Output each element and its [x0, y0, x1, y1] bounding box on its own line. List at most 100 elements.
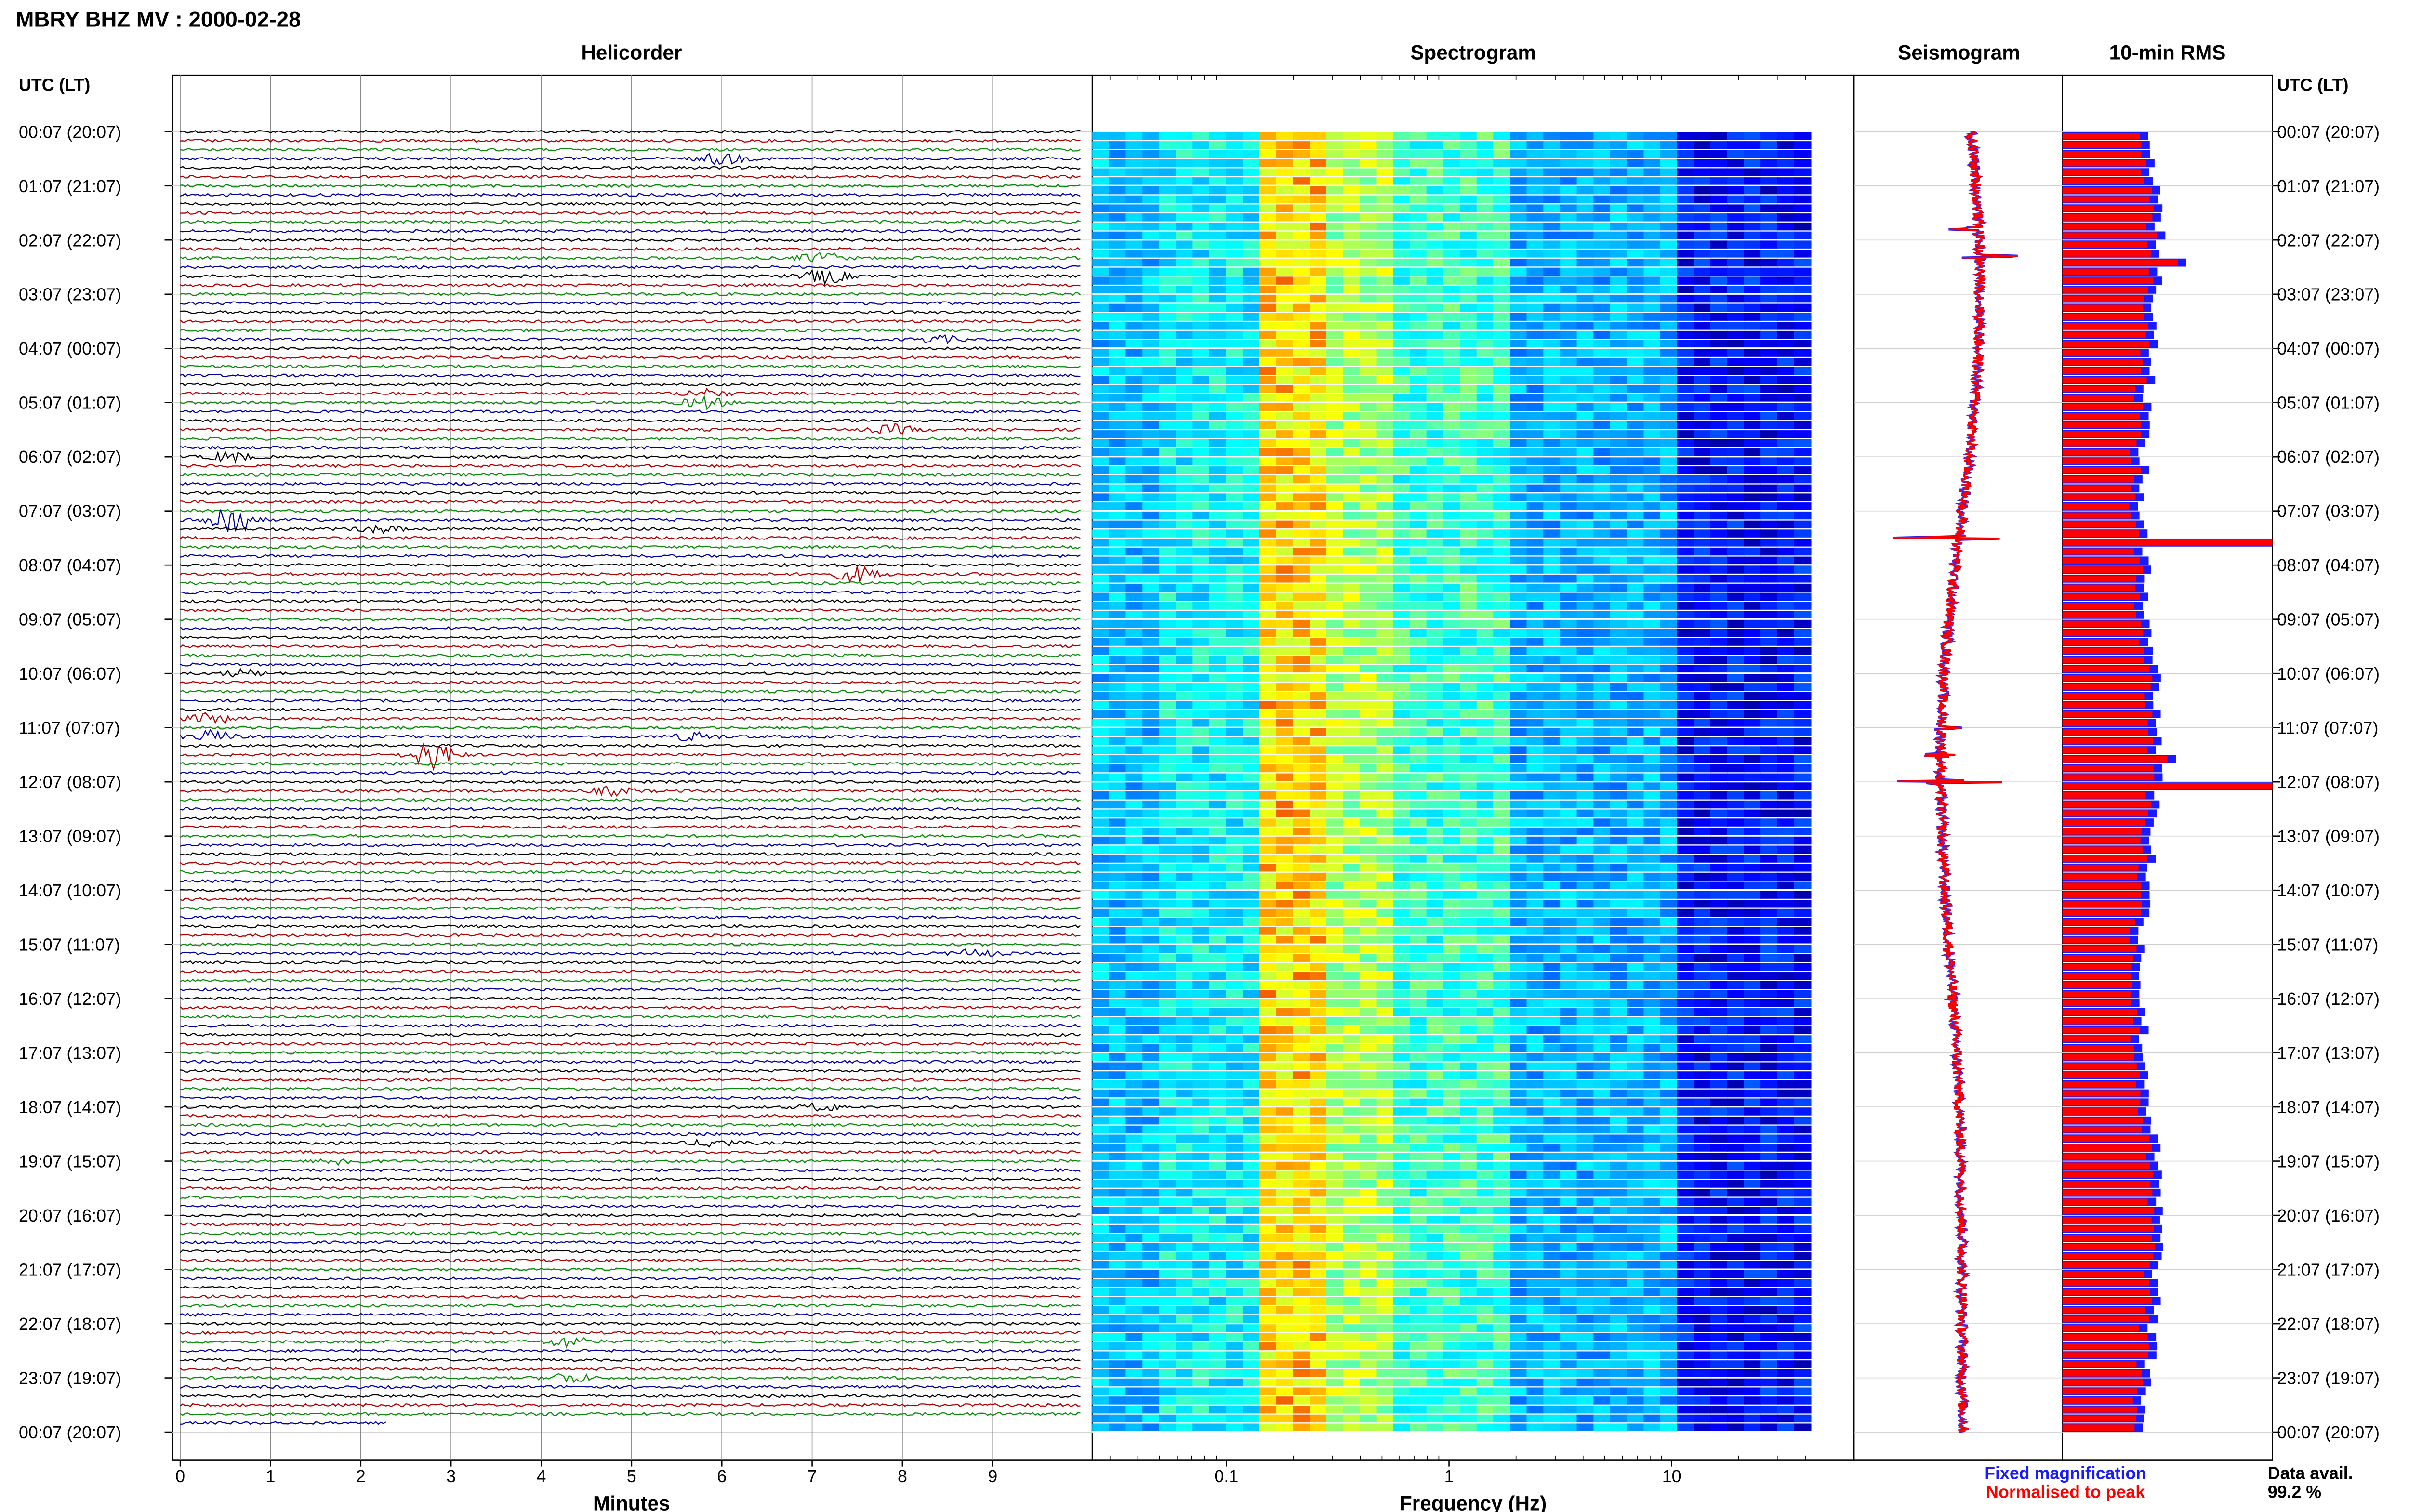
spectrogram-cell	[1526, 1089, 1544, 1098]
spectrogram-cell	[1226, 764, 1244, 773]
spectrogram-cell	[1777, 1125, 1795, 1134]
spectrogram-cell	[1476, 999, 1494, 1007]
spectrogram-cell	[1610, 728, 1628, 736]
spectrogram-cell	[1109, 764, 1127, 773]
spectrogram-cell	[1226, 701, 1244, 710]
spectrogram-cell	[1343, 927, 1361, 935]
spectrogram-cell	[1794, 656, 1812, 664]
spectrogram-cell	[1426, 267, 1444, 276]
spectrogram-cell	[1343, 972, 1361, 980]
spectrogram-cell	[1209, 267, 1227, 276]
spectrogram-cell	[1259, 1008, 1277, 1016]
spectrogram-cell	[1493, 1152, 1511, 1161]
spectrogram-cell	[1376, 150, 1394, 158]
spectrogram-cell	[1109, 150, 1127, 158]
spectrogram-cell	[1794, 755, 1812, 763]
spectrogram-cell	[1393, 638, 1411, 646]
spectrogram-cell	[1259, 1026, 1277, 1034]
spectrogram-cell	[1209, 647, 1227, 655]
spectrogram-cell	[1593, 267, 1611, 276]
spectrogram-cell	[1176, 1035, 1193, 1043]
spectrogram-cell	[1710, 475, 1728, 484]
spectrogram-cell	[1359, 782, 1377, 790]
spectrogram-cell	[1376, 891, 1394, 899]
spectrogram-cell	[1092, 881, 1110, 890]
spectrogram-cell	[1610, 575, 1628, 583]
spectrogram-cell	[1727, 484, 1745, 493]
spectrogram-cell	[1259, 864, 1277, 872]
spectrogram-cell	[1643, 150, 1661, 158]
spectrogram-cell	[1192, 999, 1210, 1007]
spectrogram-cell	[1176, 583, 1193, 592]
spectrogram-cell	[1359, 891, 1377, 899]
spectrogram-cell	[1426, 150, 1444, 158]
spectrogram-cell	[1593, 1116, 1611, 1125]
spectrogram-cell	[1493, 258, 1511, 267]
spectrogram-cell	[1476, 1152, 1494, 1161]
spectrogram-cell	[1459, 484, 1478, 493]
spectrogram-cell	[1660, 150, 1678, 158]
spectrogram-cell	[1393, 1008, 1411, 1016]
spectrogram-cell	[1627, 565, 1644, 574]
spectrogram-cell	[1243, 1089, 1260, 1098]
spectrogram-cell	[1710, 132, 1728, 140]
spectrogram-cell	[1694, 1098, 1711, 1106]
spectrogram-cell	[1243, 484, 1260, 493]
spectrogram-cell	[1310, 484, 1327, 493]
spectrogram-cell	[1526, 746, 1544, 754]
spectrogram-cell	[1643, 575, 1661, 583]
spectrogram-cell	[1142, 818, 1160, 827]
spectrogram-cell	[1443, 665, 1461, 673]
spectrogram-cell	[1326, 900, 1344, 908]
spectrogram-cell	[1276, 647, 1294, 655]
spectrogram-cell	[1226, 845, 1244, 854]
spectrogram-cell	[1627, 1017, 1644, 1026]
spectrogram-cell	[1627, 547, 1644, 556]
spectrogram-cell	[1092, 619, 1110, 628]
spectrogram-cell	[1443, 511, 1461, 520]
spectrogram-cell	[1526, 1144, 1544, 1152]
spectrogram-cell	[1610, 963, 1628, 971]
spectrogram-cell	[1409, 258, 1427, 267]
spectrogram-cell	[1209, 258, 1227, 267]
spectrogram-cell	[1226, 737, 1244, 746]
spectrogram-cell	[1493, 891, 1511, 899]
spectrogram-cell	[1660, 963, 1678, 971]
spectrogram-cell	[1610, 773, 1628, 782]
spectrogram-cell	[1192, 791, 1210, 800]
spectrogram-cell	[1677, 150, 1694, 158]
spectrogram-cell	[1159, 592, 1177, 601]
spectrogram-cell	[1710, 908, 1728, 917]
spectrogram-cell	[1243, 719, 1260, 727]
spectrogram-cell	[1226, 240, 1244, 249]
spectrogram-cell	[1510, 1098, 1528, 1106]
spectrogram-cell	[1226, 1026, 1244, 1034]
spectrogram-cell	[1409, 330, 1427, 339]
spectrogram-cell	[1760, 565, 1778, 574]
spectrogram-cell	[1677, 565, 1694, 574]
spectrogram-cell	[1092, 1026, 1110, 1034]
spectrogram-cell	[1694, 945, 1711, 953]
spectrogram-cell	[1760, 439, 1778, 447]
spectrogram-cell	[1643, 349, 1661, 357]
spectrogram-cell	[1109, 665, 1127, 673]
spectrogram-cell	[1293, 963, 1310, 971]
spectrogram-cell	[1459, 313, 1478, 321]
spectrogram-cell	[1259, 656, 1277, 664]
spectrogram-cell	[1359, 746, 1377, 754]
spectrogram-cell	[1443, 1080, 1461, 1089]
spectrogram-cell	[1192, 1107, 1210, 1116]
spectrogram-cell	[1660, 936, 1678, 944]
spectrogram-cell	[1426, 575, 1444, 583]
spectrogram-cell	[1293, 159, 1310, 168]
spectrogram-cell	[1627, 1062, 1644, 1070]
spectrogram-cell	[1794, 204, 1812, 212]
spectrogram-cell	[1109, 719, 1127, 727]
spectrogram-cell	[1176, 836, 1193, 845]
spectrogram-cell	[1310, 132, 1327, 140]
spectrogram-cell	[1310, 150, 1327, 158]
spectrogram-cell	[1359, 908, 1377, 917]
spectrogram-cell	[1493, 222, 1511, 231]
spectrogram-cell	[1710, 782, 1728, 790]
spectrogram-cell	[1209, 638, 1227, 646]
